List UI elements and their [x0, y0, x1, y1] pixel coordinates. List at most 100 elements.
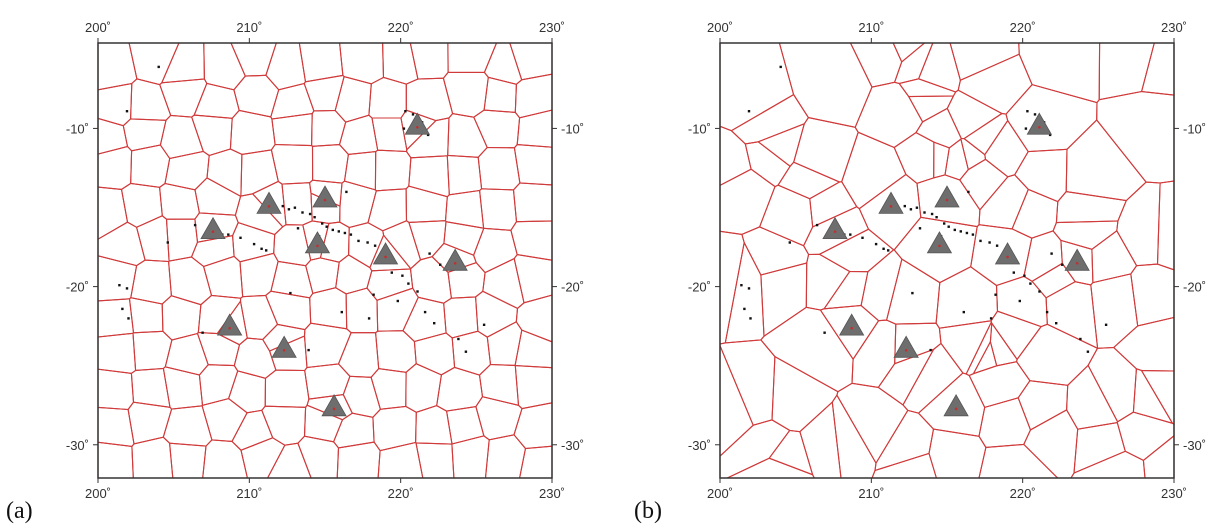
voronoi-cell: [369, 234, 412, 272]
island: [239, 236, 242, 239]
island: [874, 242, 878, 246]
y-tick-label-left: -20˚: [688, 280, 711, 295]
voronoi-cell: [408, 155, 450, 198]
voronoi-cell: [719, 230, 745, 345]
island: [296, 227, 300, 230]
island: [404, 110, 407, 113]
island: [935, 216, 938, 219]
station-triangle: [442, 248, 468, 271]
island: [118, 284, 121, 287]
voronoi-cell: [1023, 230, 1063, 282]
station-triangle: [878, 191, 904, 214]
station-triangle: [1064, 248, 1090, 271]
y-tick-label-left: -10˚: [688, 121, 711, 136]
station-triangle: [271, 335, 297, 358]
island: [747, 110, 751, 113]
island: [345, 190, 348, 194]
voronoi-cell: [127, 401, 173, 445]
island: [252, 242, 256, 246]
voronoi-cell: [805, 253, 851, 311]
voronoi-cell: [159, 114, 205, 160]
island: [260, 247, 263, 250]
voronoi-cell: [1066, 364, 1119, 430]
voronoi-cell: [309, 179, 343, 207]
island: [1050, 252, 1053, 255]
map-voronoi-a: 200˚ 200˚ 210˚ 210˚ 220˚ 220˚ 230˚ 230˚ -10˚ -10˚…: [66, 20, 584, 501]
voronoi-cell: [128, 42, 180, 86]
y-tick-label-right: -20˚: [1183, 280, 1206, 295]
island: [121, 307, 124, 311]
island: [428, 252, 431, 255]
island: [1023, 274, 1026, 277]
island: [823, 331, 826, 334]
voronoi-cell: [719, 125, 752, 187]
island: [918, 227, 922, 230]
voronoi-cell: [159, 182, 200, 220]
voronoi-cell: [445, 405, 485, 445]
island: [959, 230, 962, 233]
axis-ticks: 200˚ 200˚ 210˚ 210˚ 220˚ 220˚ 230˚ 230˚ -10˚ -10˚…: [688, 20, 1206, 501]
voronoi-cell: [1005, 83, 1098, 153]
island: [411, 113, 415, 116]
island: [287, 208, 291, 211]
voronoi-cell: [1023, 409, 1079, 479]
island: [923, 211, 926, 214]
island: [373, 244, 377, 247]
voronoi-cell: [229, 109, 276, 155]
voronoi-cell: [190, 234, 235, 268]
map-voronoi-b: 200˚ 200˚ 210˚ 210˚ 220˚ 220˚ 230˚ 230˚ -10˚ -10˚…: [688, 20, 1206, 501]
voronoi-cell: [935, 266, 999, 329]
stations: [822, 112, 1090, 417]
island: [201, 331, 204, 334]
voronoi-cell: [409, 256, 452, 304]
voronoi-cell: [122, 118, 167, 152]
voronoi-cell: [778, 42, 873, 128]
island: [943, 222, 946, 225]
voronoi-cell: [162, 366, 204, 410]
island: [1055, 322, 1058, 325]
voronoi-cell: [128, 297, 164, 334]
island: [1018, 299, 1021, 303]
x-tick-label-top: 220˚: [1010, 20, 1036, 35]
x-tick-label-bottom: 230˚: [1161, 486, 1187, 501]
axis-ticks: 200˚ 200˚ 210˚ 210˚ 220˚ 220˚ 230˚ 230˚ -10˚ -10˚…: [66, 20, 584, 501]
island: [994, 293, 997, 296]
y-tick-label-left: -10˚: [66, 121, 89, 136]
island: [125, 110, 129, 113]
voronoi-cell: [227, 370, 267, 414]
station-dot: [1075, 261, 1079, 265]
y-tick-label-right: -10˚: [561, 121, 584, 136]
voronoi-cell: [443, 296, 479, 339]
panel-label-a: (a): [6, 498, 33, 524]
voronoi-cell: [1140, 42, 1175, 96]
y-tick-label-right: -30˚: [1183, 438, 1206, 453]
voronoi-cell: [949, 42, 1020, 82]
voronoi-cell: [477, 146, 521, 191]
island: [313, 216, 316, 219]
island: [988, 241, 991, 244]
station-triangle: [216, 313, 243, 336]
island: [127, 317, 130, 320]
voronoi-cell: [744, 141, 791, 188]
island: [788, 241, 791, 244]
station-dot: [904, 348, 908, 352]
voronoi-cell: [915, 107, 962, 149]
voronoi-cell: [162, 405, 213, 447]
voronoi-cell: [442, 71, 489, 118]
voronoi-cell: [270, 143, 314, 185]
x-tick-label-top: 200˚: [707, 20, 733, 35]
island: [989, 317, 993, 320]
island: [1045, 310, 1049, 314]
island: [740, 284, 743, 287]
x-tick-label-bottom: 210˚: [236, 486, 262, 501]
island: [301, 211, 304, 214]
island: [743, 307, 746, 311]
island: [331, 228, 334, 232]
voronoi-cell: [1052, 220, 1119, 250]
island: [337, 230, 340, 233]
station-triangle: [934, 185, 960, 208]
voronoi-cell: [161, 295, 202, 341]
station-dot: [453, 261, 457, 265]
voronoi-cell: [724, 240, 765, 344]
station-dot: [1006, 255, 1009, 259]
